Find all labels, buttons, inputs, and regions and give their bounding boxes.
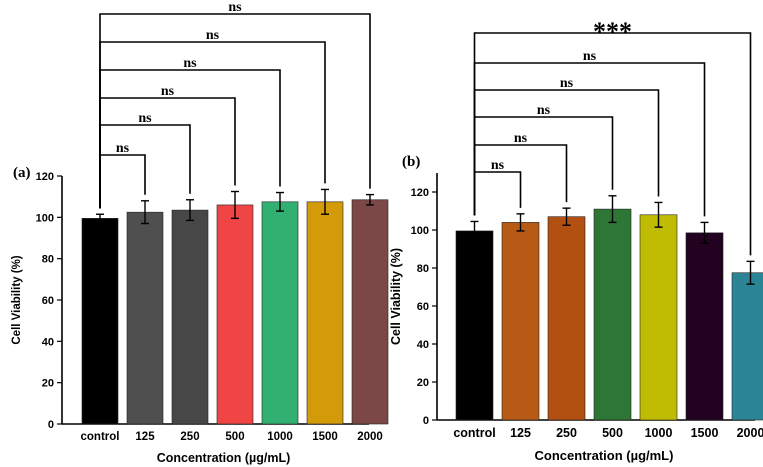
x-category-label: 1500: [312, 431, 338, 443]
x-category-label: 1000: [267, 431, 293, 443]
bar-1000: [639, 214, 678, 421]
y-tick-label: 0: [423, 415, 429, 427]
x-category-label: 125: [510, 426, 531, 440]
significance-bracket: [99, 154, 146, 209]
bar-1000: [261, 201, 299, 425]
significance-label: ns: [183, 56, 197, 71]
x-category-label: 250: [180, 431, 199, 443]
y-tick-label: 100: [411, 225, 429, 237]
significance-bracket: [473, 62, 706, 217]
y-tick-label: 120: [36, 171, 54, 183]
significance-label: ns: [138, 111, 152, 126]
panel-a-chart: (a) 0 20 40 60 80 100 120 Cell Viability (%) cont…: [11, 0, 389, 465]
y-tick-label: 40: [417, 339, 429, 351]
panel-b-chart: (b) 0 20 40 60 80 100 120 Cell Viability (%) cont…: [389, 17, 763, 463]
significance-label: ns: [537, 103, 551, 118]
significance-bracket: [99, 13, 371, 209]
y-axis-title: Cell Viability (%): [389, 248, 403, 345]
bar-250: [547, 216, 586, 421]
significance-label: ns: [560, 76, 574, 91]
x-category-label: 2000: [737, 426, 763, 440]
x-category-label: control: [453, 426, 495, 440]
y-tick-label: 80: [42, 254, 54, 266]
significance-label: ***: [593, 17, 632, 46]
bar-2000: [731, 272, 763, 421]
x-axis-title: Concentration (µg/mL): [157, 451, 291, 465]
bar-control: [81, 218, 119, 425]
y-axis-title: Cell Viability (%): [11, 255, 23, 344]
y-tick-label: 60: [417, 301, 429, 313]
y-tick-label: 20: [417, 377, 429, 389]
y-tick-label: 40: [42, 336, 54, 348]
bar-250: [171, 209, 209, 425]
significance-label: ns: [206, 28, 220, 43]
bar-500: [593, 208, 632, 421]
x-category-label: 2000: [357, 431, 383, 443]
significance-label: ns: [491, 158, 505, 173]
bar-125: [126, 211, 164, 425]
significance-label: ns: [116, 141, 130, 156]
panel-label: (a): [13, 165, 31, 181]
x-category-label: 500: [225, 431, 244, 443]
significance-bracket: [473, 32, 752, 256]
bar-125: [501, 222, 540, 421]
bar-2000: [351, 199, 389, 425]
y-tick-label: 60: [42, 295, 54, 307]
x-category-label: 500: [602, 426, 623, 440]
x-category-label: 1500: [691, 426, 719, 440]
significance-label: ns: [228, 0, 242, 15]
significance-bracket: [473, 171, 522, 216]
x-category-label: control: [81, 431, 120, 443]
y-tick-label: 80: [417, 263, 429, 275]
x-category-label: 125: [135, 431, 155, 443]
x-category-label: 250: [556, 426, 577, 440]
y-tick-label: 0: [48, 419, 54, 431]
bar-control: [455, 230, 494, 421]
y-tick-label: 120: [411, 187, 429, 199]
bar-1500: [685, 232, 724, 421]
x-category-label: 1000: [645, 426, 673, 440]
y-tick-label: 100: [36, 212, 54, 224]
bar-1500: [306, 201, 344, 425]
bar-500: [216, 204, 254, 425]
significance-label: ns: [161, 84, 175, 99]
panel-label: (b): [402, 154, 420, 170]
significance-label: ns: [514, 131, 528, 146]
significance-label: ns: [583, 49, 597, 64]
y-tick-label: 20: [42, 378, 54, 390]
x-axis-title: Concentration (µg/mL): [535, 448, 674, 463]
